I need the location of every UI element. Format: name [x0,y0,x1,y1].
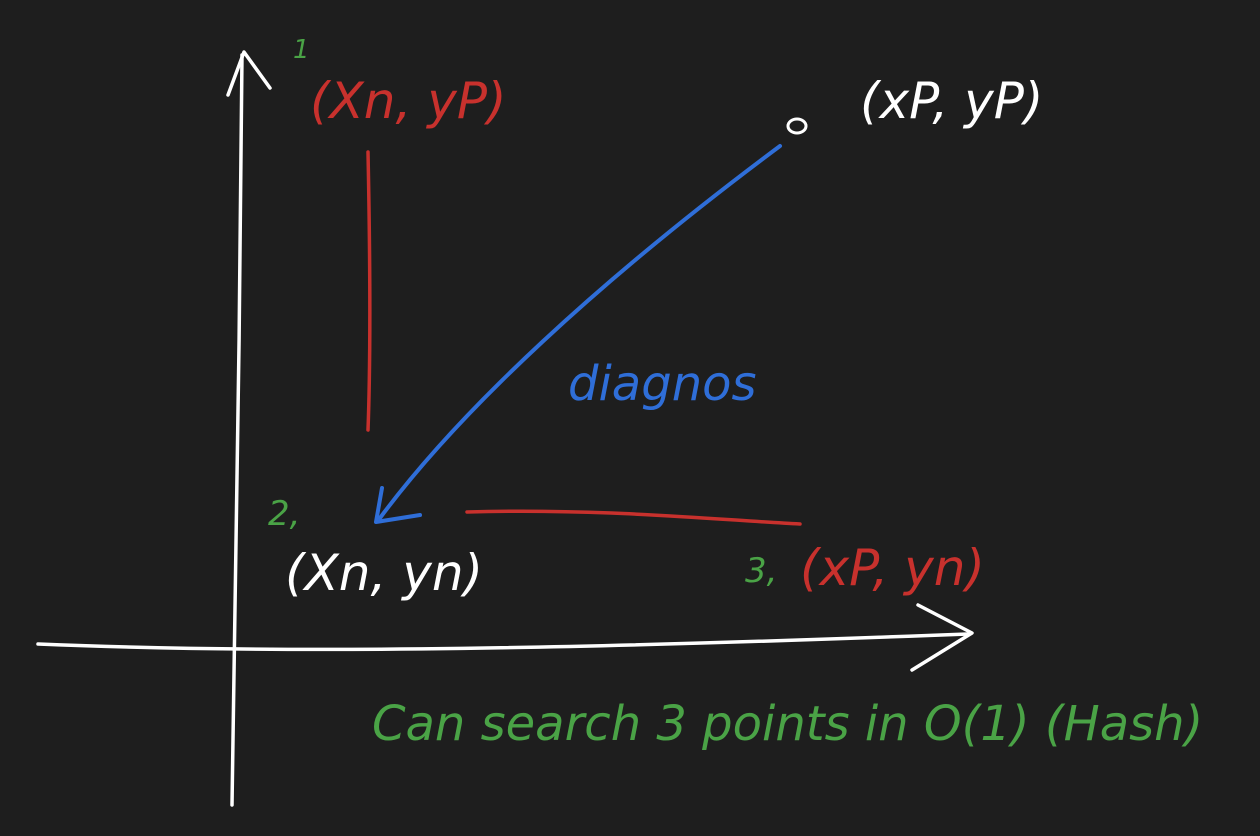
label-diagonal: diagnos [568,356,756,412]
blue-diagonal-line [378,144,782,520]
point-number-1: 1 [293,35,310,65]
y-axis [230,53,244,807]
label-top-right: (xP, yP) [860,72,1043,130]
x-axis [36,632,970,652]
red-horizontal-line [465,509,802,526]
caption: Can search 3 points in O(1) (Hash) [372,696,1203,752]
point-number-3: 3, [745,551,777,591]
red-vertical-line [366,150,372,432]
y-axis-arrowhead [226,50,272,97]
label-bottom-right: (xP, yn) [800,539,985,597]
point-marker [786,117,808,135]
blue-arrowhead [374,486,422,524]
label-top-left: (Xn, yP) [310,72,506,130]
label-bottom-left: (Xn, yn) [285,544,483,602]
x-axis-arrowhead [910,603,974,672]
point-number-2: 2, [268,494,300,534]
